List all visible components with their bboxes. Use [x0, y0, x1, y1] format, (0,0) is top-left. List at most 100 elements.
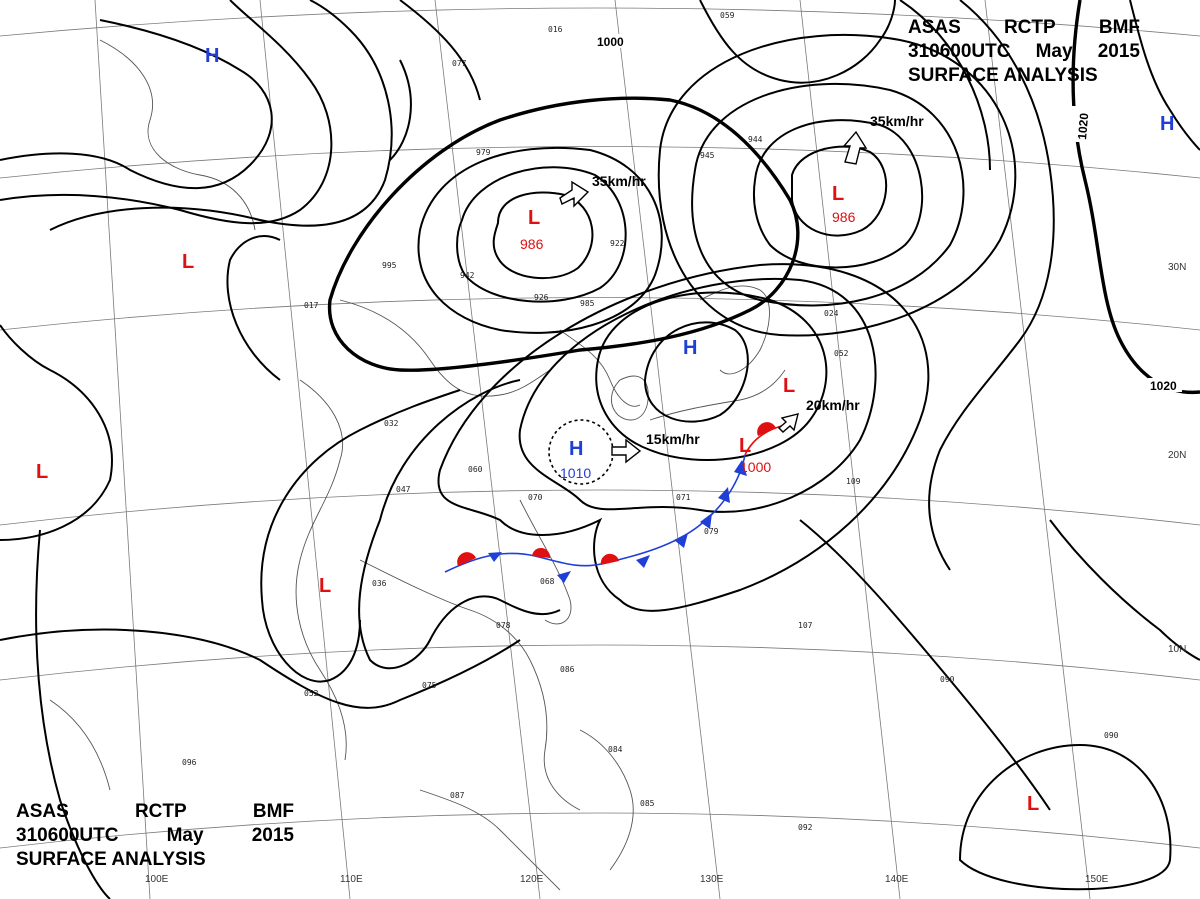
motion-arrow-icon [559, 180, 590, 208]
low-pressure-symbol: L [36, 461, 48, 483]
latitude-label: 20N [1168, 450, 1186, 461]
station-reading: 090 [1104, 731, 1119, 740]
latitude-label: 30N [1168, 262, 1186, 273]
station-reading: 926 [534, 293, 549, 302]
header-origin-code: RCTP [134, 801, 187, 822]
low-pressure-value: 986 [520, 236, 544, 252]
station-reading: 084 [608, 745, 623, 754]
longitude-label: 100E [145, 874, 169, 885]
longitude-label: 140E [885, 874, 909, 885]
header-center-code: ASAS [908, 17, 961, 38]
motion-arrow-icon [611, 438, 642, 464]
station-reading: 078 [496, 621, 511, 630]
station-reading: 059 [720, 11, 735, 20]
header-top-right: ASAS RCTP BMF 310600UTC May 2015 SURFACE… [908, 16, 1140, 88]
pressure-systems: H H H H 1010 L 986 L 986 L L 1000 L L L … [36, 45, 1174, 815]
station-reading: 036 [372, 579, 387, 588]
longitude-label: 130E [700, 874, 724, 885]
station-reading: 087 [450, 791, 465, 800]
low-pressure-symbol: L [1027, 793, 1039, 815]
station-reading: 107 [798, 621, 813, 630]
low-pressure-symbol: L [182, 251, 194, 273]
station-reading: 995 [382, 261, 397, 270]
station-reading: 922 [610, 239, 625, 248]
low-pressure-value: 1000 [740, 459, 771, 475]
station-reading: 071 [676, 493, 691, 502]
motion-label: 35km/hr [592, 173, 646, 189]
isobar-label: 1020 [1150, 379, 1177, 393]
header-datetime: 310600UTC [908, 41, 1011, 62]
low-pressure-symbol: L [319, 575, 331, 597]
station-reading: 024 [824, 309, 839, 318]
station-reading: 944 [748, 135, 763, 144]
header-year: 2015 [1097, 41, 1140, 62]
station-reading: 985 [580, 299, 595, 308]
header-datetime: 310600UTC [16, 825, 119, 846]
motion-arrow-icon [842, 130, 868, 165]
cold-front-symbol [636, 555, 650, 568]
high-pressure-symbol: H [205, 45, 219, 67]
station-reading: 942 [460, 271, 475, 280]
header-agency-code: BMF [252, 801, 294, 822]
station-reading: 047 [396, 485, 411, 494]
low-pressure-symbol: L [832, 183, 844, 205]
station-reading: 052 [834, 349, 849, 358]
header-origin-code: RCTP [1003, 17, 1056, 38]
station-reading: 016 [548, 25, 563, 34]
longitude-label: 120E [520, 874, 544, 885]
cold-front-symbol [674, 533, 688, 548]
warm-front-symbol [532, 547, 551, 558]
station-plots: 016 059 077 979 945 944 995 942 926 985 … [182, 11, 1119, 832]
station-reading: 979 [476, 148, 491, 157]
isobar-label: 1020 [1075, 112, 1091, 140]
header-agency-code: BMF [1098, 17, 1140, 38]
warm-front-symbol [600, 553, 619, 565]
low-pressure-symbol: L [783, 375, 795, 397]
station-reading: 079 [704, 527, 719, 536]
cold-front-symbol [718, 487, 730, 503]
low-pressure-symbol: L [739, 435, 751, 457]
cold-front-symbol [734, 460, 747, 476]
motion-label: 20km/hr [806, 397, 860, 413]
header-center-code: ASAS [16, 801, 69, 822]
cold-front-symbol [488, 552, 502, 562]
station-reading: 077 [452, 59, 467, 68]
header-year: 2015 [251, 825, 294, 846]
station-reading: 096 [182, 758, 197, 767]
low-pressure-symbol: L [528, 207, 540, 229]
warm-front-symbol [757, 422, 776, 436]
station-reading: 092 [798, 823, 813, 832]
high-pressure-symbol: H [683, 337, 697, 359]
station-reading: 017 [304, 301, 319, 310]
header-product: SURFACE ANALYSIS [16, 849, 206, 870]
motion-label: 35km/hr [870, 113, 924, 129]
low-pressure-value: 986 [832, 209, 856, 225]
motion-label: 15km/hr [646, 431, 700, 447]
high-pressure-value: 1010 [560, 465, 591, 481]
station-reading: 086 [560, 665, 575, 674]
station-reading: 032 [384, 419, 399, 428]
station-reading: 085 [640, 799, 655, 808]
warm-front-symbol [457, 552, 476, 566]
coastlines [49, 39, 786, 891]
station-reading: 068 [540, 577, 555, 586]
station-reading: 109 [846, 477, 861, 486]
station-reading: 070 [528, 493, 543, 502]
longitude-label: 110E [340, 874, 363, 885]
header-product: SURFACE ANALYSIS [908, 65, 1098, 86]
station-reading: 052 [304, 689, 319, 698]
station-reading: 090 [940, 675, 955, 684]
isobar-label: 1000 [597, 35, 624, 49]
longitude-label: 150E [1085, 874, 1109, 885]
station-reading: 060 [468, 465, 483, 474]
fronts [444, 422, 786, 583]
cold-front-symbol [557, 571, 571, 583]
station-reading: 075 [422, 681, 437, 690]
latitude-label: 10N [1168, 644, 1186, 655]
header-month: May [1035, 41, 1073, 62]
motion-arrows [559, 130, 868, 464]
cold-front-symbol [700, 513, 712, 529]
